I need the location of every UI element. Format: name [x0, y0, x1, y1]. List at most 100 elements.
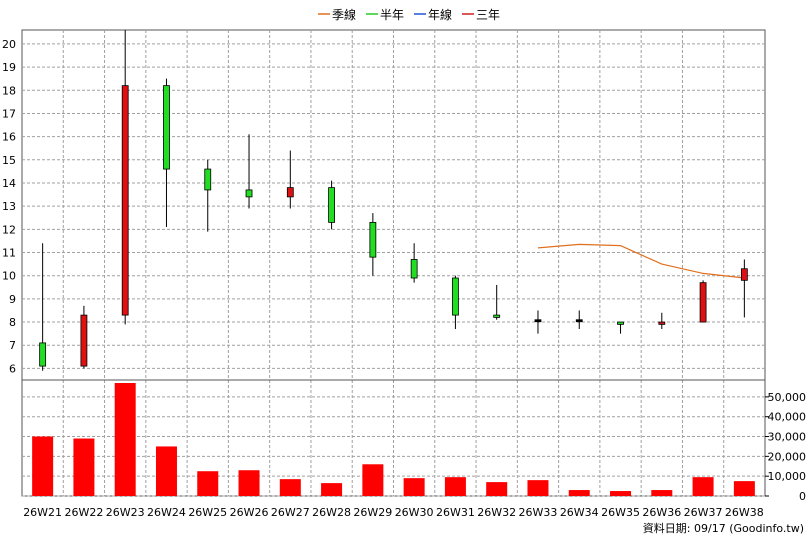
- candle-body: [163, 85, 170, 170]
- volume-panel: 0 10,000 20,000 30,000 40,000 50,000: [21, 379, 807, 503]
- price-tick-label: 10: [2, 270, 16, 283]
- candle: [575, 310, 583, 330]
- x-tick-label: 26W37: [684, 506, 723, 519]
- price-tick-label: 6: [9, 362, 16, 375]
- price-panel: 6 7 8 9 10 11 12 13 14 15 16 17 18 19 20: [2, 29, 766, 496]
- candle-body: [658, 321, 666, 325]
- x-tick-label: 26W24: [147, 506, 186, 519]
- volume-bar: [279, 479, 301, 496]
- candle-body: [410, 259, 418, 279]
- price-tick-label: 16: [2, 131, 16, 144]
- candle-body: [740, 268, 748, 281]
- data-date-footer: 資料日期: 09/17 (Goodinfo.tw): [643, 521, 804, 535]
- volume-bar: [444, 477, 466, 496]
- volume-bar: [651, 490, 673, 496]
- volume-bar: [733, 481, 755, 496]
- candle-body: [39, 342, 47, 367]
- x-tick-label: 26W29: [353, 506, 392, 519]
- candle: [369, 213, 377, 276]
- x-tick-label: 26W26: [230, 506, 269, 519]
- candle: [204, 159, 212, 232]
- legend-label: 半年: [380, 8, 404, 22]
- price-tick-label: 17: [2, 107, 16, 120]
- volume-tick-label: 20,000: [768, 450, 807, 463]
- candle: [740, 259, 748, 318]
- x-tick-label: 26W28: [312, 506, 351, 519]
- candle: [121, 30, 129, 325]
- candle-body: [699, 282, 707, 323]
- candle-body: [286, 187, 294, 198]
- volume-bar: [610, 491, 632, 496]
- price-tick-label: 20: [2, 38, 16, 51]
- candle: [328, 180, 335, 230]
- candle: [493, 284, 501, 320]
- chart-legend: 季線 半年 年線 三年: [318, 7, 500, 22]
- x-tick-label: 26W35: [601, 506, 640, 519]
- candle-body: [534, 319, 542, 323]
- price-tick-label: 9: [9, 293, 16, 306]
- x-tick-label: 26W21: [23, 506, 62, 519]
- candle-body: [204, 168, 212, 191]
- candle-body: [328, 187, 335, 223]
- price-tick-label: 8: [9, 316, 16, 329]
- x-tick-label: 26W38: [725, 506, 764, 519]
- x-tick-label: 26W34: [560, 506, 599, 519]
- candle-body: [121, 85, 129, 316]
- x-tick-label: 26W32: [477, 506, 516, 519]
- candle-body: [575, 319, 583, 323]
- candle-body: [369, 221, 377, 258]
- volume-bar: [197, 471, 219, 496]
- volume-tick-label: 50,000: [768, 391, 807, 404]
- volume-tick-label: 30,000: [768, 431, 807, 444]
- volume-tick-label: 40,000: [768, 411, 807, 424]
- candle: [452, 275, 459, 330]
- candle: [245, 134, 253, 209]
- price-tick-label: 15: [2, 154, 16, 167]
- candle: [163, 78, 170, 228]
- legend-label: 年線: [428, 7, 452, 22]
- price-tick-label: 18: [2, 84, 16, 97]
- volume-bar: [527, 480, 549, 496]
- x-tick-label: 26W30: [395, 506, 434, 519]
- x-tick-label: 26W22: [64, 506, 103, 519]
- volume-tick-label: 0: [799, 490, 806, 503]
- x-tick-label: 26W36: [642, 506, 681, 519]
- volume-bar: [32, 436, 54, 496]
- candle: [534, 310, 542, 334]
- volume-bar: [692, 477, 714, 496]
- x-axis: 26W21 26W22 26W23 26W24 26W25 26W26 26W27 26W28…: [23, 506, 764, 519]
- price-tick-label: 11: [2, 247, 16, 260]
- candle: [699, 280, 707, 323]
- volume-bar: [155, 446, 177, 496]
- volume-bar: [73, 438, 95, 496]
- candle-body: [493, 314, 501, 318]
- volume-tick-label: 10,000: [768, 470, 807, 483]
- candle: [80, 305, 88, 369]
- candle: [286, 150, 294, 209]
- price-tick-label: 13: [2, 200, 16, 213]
- price-tick-label: 19: [2, 61, 16, 74]
- x-tick-label: 26W33: [519, 506, 558, 519]
- legend-label: 季線: [332, 7, 356, 22]
- volume-bar: [403, 478, 425, 496]
- price-tick-label: 12: [2, 223, 16, 236]
- x-tick-label: 26W27: [271, 506, 310, 519]
- candle-body: [617, 321, 624, 325]
- x-tick-label: 26W23: [106, 506, 145, 519]
- price-tick-label: 7: [9, 339, 16, 352]
- candle: [658, 312, 666, 330]
- volume-bar: [568, 490, 590, 496]
- candle-body: [452, 277, 459, 316]
- price-tick-label: 14: [2, 177, 16, 190]
- volume-bar: [362, 464, 384, 496]
- volume-bar: [238, 470, 260, 496]
- legend-label: 三年: [476, 8, 500, 22]
- x-tick-label: 26W31: [436, 506, 475, 519]
- ma-quarter-line: [537, 243, 745, 279]
- candle: [617, 321, 624, 334]
- candle: [410, 243, 418, 283]
- x-tick-label: 26W25: [188, 506, 227, 519]
- candle: [39, 243, 47, 371]
- volume-bar: [321, 483, 343, 496]
